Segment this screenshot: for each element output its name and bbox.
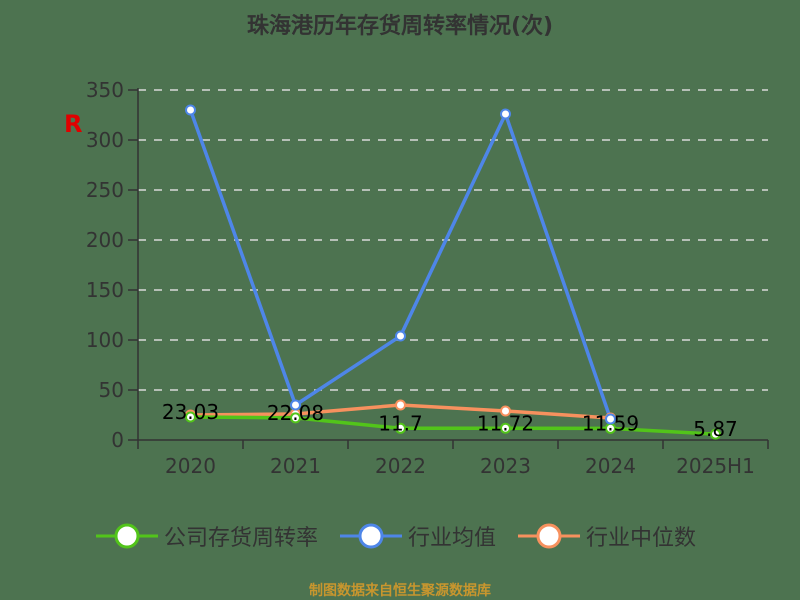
data-point[interactable] <box>185 411 196 423</box>
data-point[interactable] <box>185 104 196 116</box>
y-tick-label: 300 <box>86 128 124 152</box>
x-tick-label: 2023 <box>480 454 531 478</box>
legend: 公司存货周转率 行业均值 行业中位数 <box>96 520 718 552</box>
legend-label-industry-median: 行业中位数 <box>586 526 697 551</box>
data-point[interactable] <box>395 330 406 342</box>
legend-item-industry-mean[interactable]: 行业均值 <box>340 520 496 552</box>
legend-orange-circle-icon <box>518 523 581 549</box>
legend-blue-circle-icon <box>340 523 403 549</box>
series-line <box>190 415 716 436</box>
x-tick-label: 2021 <box>270 454 321 478</box>
data-label: 11.59 <box>582 411 639 435</box>
data-point[interactable] <box>290 412 301 424</box>
x-tick-label: 2020 <box>165 454 216 478</box>
legend-item-industry-median[interactable]: 行业中位数 <box>518 520 696 552</box>
legend-item-company[interactable]: 公司存货周转率 <box>96 520 318 552</box>
data-label: 5.87 <box>693 417 738 441</box>
data-point[interactable] <box>500 108 511 120</box>
data-label: 11.72 <box>477 411 534 435</box>
y-tick-label: 100 <box>86 328 124 352</box>
x-tick-label: 2024 <box>585 454 636 478</box>
y-tick-label: 250 <box>86 178 124 202</box>
y-tick-label: 200 <box>86 228 124 252</box>
data-point[interactable] <box>290 399 301 411</box>
series-line <box>188 109 613 420</box>
data-point[interactable] <box>710 428 721 440</box>
x-tick-label: 2025H1 <box>676 454 755 478</box>
data-label: 22.08 <box>267 401 324 425</box>
legend-green-circle-icon <box>96 523 158 549</box>
y-tick-label: 50 <box>99 378 124 402</box>
legend-label-company: 公司存货周转率 <box>164 526 319 551</box>
data-point[interactable] <box>500 422 511 434</box>
y-tick-label: 350 <box>86 78 124 102</box>
data-point[interactable] <box>395 399 406 411</box>
x-tick-label: 2022 <box>375 454 426 478</box>
legend-label-industry-mean: 行业均值 <box>408 526 497 551</box>
chart-title: 珠海港历年存货周转率情况(次) <box>246 14 554 39</box>
source-note: 制图数据来自恒生聚源数据库 <box>309 583 491 599</box>
y-tick-label: 0 <box>111 428 124 452</box>
y-tick-label: 150 <box>86 278 124 302</box>
data-point[interactable] <box>500 405 511 417</box>
data-label: 23.03 <box>162 400 219 424</box>
data-point[interactable] <box>395 422 406 434</box>
watermark-mark: R <box>64 110 83 138</box>
data-label: 11.7 <box>378 411 423 435</box>
data-point[interactable] <box>605 413 616 425</box>
